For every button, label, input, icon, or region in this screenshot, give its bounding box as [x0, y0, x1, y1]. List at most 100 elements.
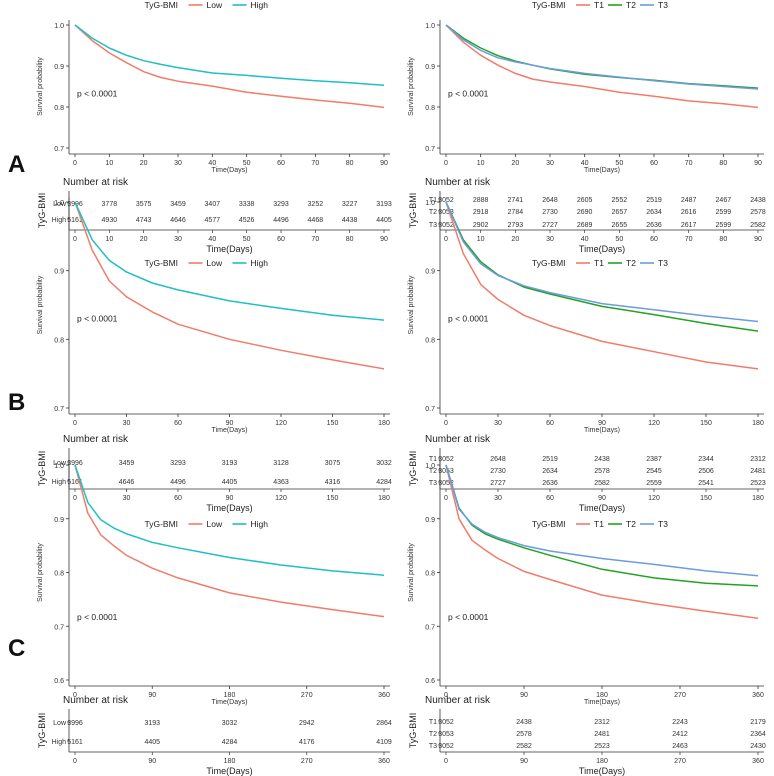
y-tick-label: 1.0 [425, 200, 435, 207]
y-tick-label: 0.9 [54, 517, 64, 524]
risk-cell: 2793 [508, 222, 524, 229]
x-tick-label: 80 [346, 160, 354, 167]
x-tick-label: 0 [73, 420, 77, 427]
legend: TyG-BMI Low High [145, 0, 269, 10]
risk-cell: 2552 [612, 197, 628, 204]
risk-cell: 4405 [222, 479, 238, 486]
y-tick-label: 1.0 [54, 23, 64, 30]
risk-x-tick-label: 60 [650, 236, 658, 243]
risk-x-tick-label: 50 [243, 236, 251, 243]
risk-x-tick-label: 60 [174, 495, 182, 502]
risk-cell: 3052 [438, 197, 454, 204]
risk-cell: 3193 [144, 720, 160, 727]
x-tick-label: 90 [148, 692, 156, 699]
risk-cell: 2412 [672, 731, 688, 738]
x-tick-label: 270 [674, 692, 686, 699]
y-tick-label: 1.0 [425, 463, 435, 470]
risk-table-title: Number at risk [425, 695, 491, 706]
legend-title: TyG-BMI [145, 519, 179, 529]
y-tick-label: 1.0 [54, 200, 64, 207]
risk-cell: 2918 [473, 209, 489, 216]
x-axis-title: Time(Days) [212, 427, 248, 434]
km-curve-low [74, 201, 385, 370]
x-tick-label: 10 [105, 160, 113, 167]
risk-x-tick-label: 0 [73, 495, 77, 502]
risk-cell: 2559 [646, 480, 662, 487]
risk-table: Number at risk Low 3996 3778 3575 3459 3407 333… [37, 177, 392, 254]
x-tick-label: 90 [754, 160, 762, 167]
risk-cell: 2636 [542, 480, 558, 487]
risk-x-tick-label: 90 [226, 495, 234, 502]
legend-title: TyG-BMI [532, 0, 566, 10]
risk-table-title: Number at risk [425, 434, 491, 445]
x-tick-label: 60 [174, 420, 182, 427]
risk-cell: 3407 [205, 201, 221, 208]
p-value: p < 0.0001 [448, 313, 489, 323]
y-tick-label: 0.9 [425, 269, 435, 276]
risk-cell: 4646 [170, 217, 186, 224]
risk-cell: 3032 [222, 720, 238, 727]
risk-row-label: T3 [429, 743, 437, 750]
risk-cell: 2730 [542, 209, 558, 216]
risk-cell: 3996 [67, 720, 83, 727]
risk-x-tick-label: 90 [520, 758, 528, 765]
risk-cell: 3052 [438, 222, 454, 229]
legend-label-t3: T3 [658, 0, 668, 10]
km-curve-high [74, 24, 385, 87]
y-axis-title: Survival probability [37, 543, 44, 602]
x-tick-label: 60 [546, 420, 554, 427]
y-tick-label: 0.8 [425, 337, 435, 344]
risk-x-tick-label: 360 [752, 758, 764, 765]
x-axis-title: Time(Days) [212, 167, 248, 174]
x-tick-label: 40 [581, 160, 589, 167]
risk-cell: 2481 [750, 468, 766, 475]
risk-cell: 3128 [273, 460, 289, 467]
x-tick-label: 90 [380, 160, 388, 167]
km-curve-t2 [445, 24, 759, 89]
risk-cell: 2657 [612, 209, 628, 216]
x-tick-label: 30 [494, 420, 502, 427]
x-tick-label: 90 [520, 692, 528, 699]
risk-x-tick-label: 40 [581, 236, 589, 243]
risk-cell: 4646 [119, 479, 135, 486]
risk-x-axis-title: Time(Days) [206, 244, 252, 254]
risk-cell: 4284 [222, 739, 238, 746]
risk-x-tick-label: 70 [685, 236, 693, 243]
legend-title: TyG-BMI [532, 258, 566, 268]
risk-cell: 2634 [542, 468, 558, 475]
risk-row-label: T2 [429, 468, 437, 475]
legend-title: TyG-BMI [532, 519, 566, 529]
risk-cell: 2467 [716, 197, 732, 204]
legend-label-high: High [251, 258, 269, 268]
risk-cell: 2578 [594, 468, 610, 475]
risk-cell: 4405 [376, 217, 392, 224]
y-tick-label: 1.0 [54, 463, 64, 470]
legend-label-high: High [251, 0, 269, 10]
p-value: p < 0.0001 [77, 88, 118, 98]
risk-cell: 3193 [376, 201, 392, 208]
risk-x-tick-label: 270 [674, 758, 686, 765]
risk-x-tick-label: 180 [752, 495, 764, 502]
y-tick-label: 0.9 [425, 64, 435, 71]
risk-row-label: T1 [429, 719, 437, 726]
km-curve-low [74, 24, 385, 109]
x-tick-label: 180 [378, 420, 390, 427]
risk-x-tick-label: 60 [277, 236, 285, 243]
chart-A-right: TyG-BMI T1 T2 T3 0.7 0.8 0.9 1.0 0 10 20 30 40 50 60 70… [408, 0, 766, 254]
km-curve-low [74, 464, 385, 618]
risk-cell: 3575 [136, 201, 152, 208]
risk-x-tick-label: 30 [546, 236, 554, 243]
risk-row-label: Low [53, 201, 67, 208]
y-tick-label: 0.7 [425, 624, 435, 631]
risk-y-axis-title: TyG-BMI [37, 193, 47, 229]
risk-cell: 4743 [136, 217, 152, 224]
risk-x-tick-label: 360 [378, 758, 390, 765]
x-tick-label: 270 [301, 692, 313, 699]
km-curve-t3 [445, 464, 759, 577]
chart-B-right: TyG-BMI T1 T2 T3 0.7 0.8 0.9 1.0 0 30 60 90 120 150 18… [408, 197, 766, 513]
risk-cell: 4526 [239, 217, 255, 224]
km-curve-high [74, 464, 385, 576]
risk-cell: 3075 [325, 460, 341, 467]
